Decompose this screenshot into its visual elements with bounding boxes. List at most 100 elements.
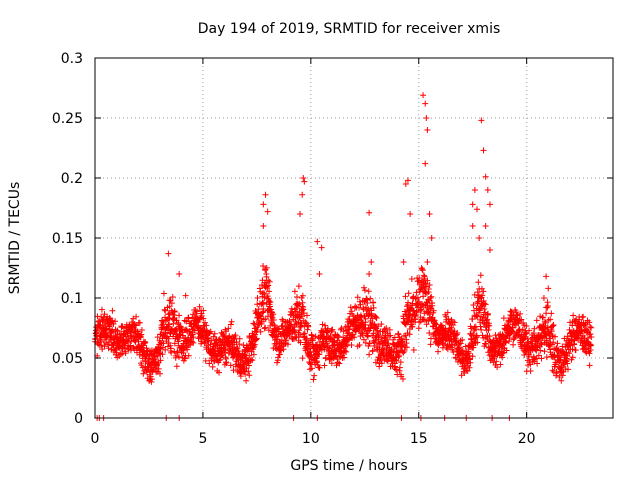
data-point [435, 348, 442, 355]
data-point [166, 321, 173, 328]
data-point [295, 283, 302, 290]
data-point [369, 347, 376, 354]
data-point [398, 342, 405, 349]
data-point [419, 267, 426, 274]
data-point [189, 331, 196, 338]
data-point [210, 333, 217, 340]
data-point [586, 362, 593, 369]
data-point [566, 326, 573, 333]
data-point [140, 370, 147, 377]
data-point [481, 306, 488, 313]
data-point [464, 368, 471, 375]
y-tick-label: 0.25 [52, 111, 83, 127]
data-point [182, 292, 189, 299]
data-point [336, 360, 343, 367]
data-point [352, 303, 359, 310]
data-point [250, 351, 257, 358]
data-point [303, 335, 310, 342]
data-point [537, 347, 544, 354]
data-point [196, 303, 203, 310]
data-point [484, 311, 491, 318]
x-tick-label: 10 [302, 431, 320, 447]
data-point [479, 332, 486, 339]
data-point [323, 328, 330, 335]
data-point [386, 326, 393, 333]
data-point [416, 319, 423, 326]
data-point [262, 191, 269, 198]
data-point [234, 345, 241, 352]
data-point [180, 345, 187, 352]
data-point [422, 160, 429, 167]
data-point [385, 340, 392, 347]
data-point [313, 359, 320, 366]
data-point [172, 354, 179, 361]
data-point [420, 293, 427, 300]
data-point [334, 359, 341, 366]
data-point [558, 364, 565, 371]
data-point [403, 303, 410, 310]
data-point [105, 345, 112, 352]
data-point [365, 288, 372, 295]
data-point [405, 299, 412, 306]
data-point [286, 317, 293, 324]
data-point [354, 294, 361, 301]
data-point [101, 343, 108, 350]
data-point [245, 368, 252, 375]
data-point [367, 295, 374, 302]
data-point [393, 366, 400, 373]
data-point [474, 206, 481, 213]
data-point [559, 343, 566, 350]
data-point [584, 327, 591, 334]
data-point [478, 117, 485, 124]
data-point [97, 321, 104, 328]
data-point [482, 223, 489, 229]
data-point [264, 293, 271, 300]
data-point [227, 321, 234, 328]
data-point [370, 304, 377, 311]
data-point [366, 340, 373, 347]
data-point [556, 357, 563, 364]
data-point [270, 317, 277, 324]
data-point [486, 201, 493, 208]
data-point [587, 323, 594, 330]
data-point [110, 329, 117, 336]
data-point [372, 334, 379, 341]
data-point [406, 331, 413, 338]
data-point [540, 295, 547, 301]
data-point [453, 331, 460, 338]
data-point [296, 327, 303, 334]
data-point [405, 290, 412, 297]
data-point [306, 342, 313, 349]
data-point [470, 301, 477, 308]
data-point [169, 294, 176, 301]
data-point [422, 100, 429, 107]
data-point [478, 326, 485, 333]
data-point [370, 330, 377, 337]
data-point [408, 275, 415, 282]
data-point [297, 211, 304, 217]
data-point [262, 266, 269, 273]
data-point [366, 351, 373, 358]
data-point [428, 235, 435, 241]
data-point [347, 304, 354, 311]
data-point [351, 334, 358, 341]
data-point [143, 369, 150, 376]
data-point [477, 323, 484, 330]
data-point [299, 191, 306, 198]
data-point [587, 342, 594, 349]
data-point [299, 355, 306, 362]
data-point [552, 333, 559, 340]
data-point [471, 187, 478, 193]
data-point [438, 323, 445, 330]
data-point [478, 285, 485, 292]
data-point [260, 299, 267, 306]
data-point [564, 360, 571, 367]
data-point [271, 322, 278, 329]
data-point [237, 373, 244, 380]
data-point [318, 244, 325, 251]
data-point [517, 310, 524, 317]
data-point [283, 337, 290, 344]
data-point [131, 337, 138, 344]
data-point [540, 314, 547, 321]
